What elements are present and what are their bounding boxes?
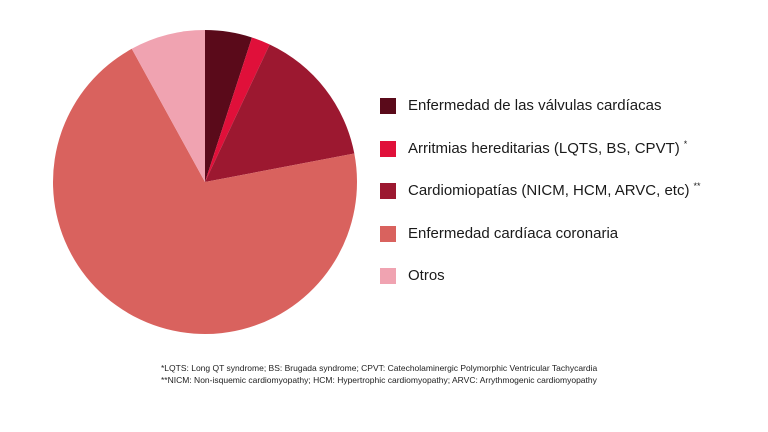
- legend-note: **: [693, 181, 701, 191]
- legend-swatch: [380, 268, 396, 284]
- legend-item-other: Otros: [380, 264, 700, 288]
- pie-slice-cardiomyopathies: [205, 44, 355, 182]
- legend-swatch: [380, 98, 396, 114]
- legend-item-coronary-disease: Enfermedad cardíaca coronaria: [380, 222, 700, 246]
- legend-item-valve-disease: Enfermedad de las válvulas cardíacas: [380, 94, 700, 118]
- legend-swatch: [380, 140, 396, 157]
- legend-label: Arritmias hereditarias (LQTS, BS, CPVT): [408, 139, 680, 157]
- legend-label: Cardiomiopatías (NICM, HCM, ARVC, etc): [408, 182, 690, 199]
- legend-swatch: [380, 183, 396, 199]
- footnote-lqts: *LQTS: Long QT syndrome; BS: Brugada syn…: [161, 363, 598, 373]
- pie-chart: [53, 30, 358, 334]
- legend-label: Enfermedad de las válvulas cardíacas: [408, 97, 662, 114]
- pie-slice-other: [131, 30, 205, 182]
- footnotes: *LQTS: Long QT syndrome; BS: Brugada syn…: [161, 362, 597, 386]
- pie-slice-hereditary-arrhythmias: [205, 37, 270, 182]
- legend-item-hereditary-arrhythmias: Arritmias hereditarias (LQTS, BS, CPVT) …: [380, 137, 700, 161]
- legend-item-cardiomyopathies: Cardiomiopatías (NICM, HCM, ARVC, etc) *…: [380, 179, 700, 203]
- footnote-nicm: **NICM: Non-isquemic cardiomyopathy; HCM…: [161, 375, 597, 385]
- legend-note: *: [683, 138, 688, 149]
- legend: Enfermedad de las válvulas cardíacas Arr…: [380, 94, 700, 307]
- pie-slice-coronary-disease: [53, 48, 358, 334]
- pie-slice-valve-disease: [205, 30, 252, 182]
- legend-swatch: [380, 225, 396, 242]
- legend-label: Enfermedad cardíaca coronaria: [408, 224, 619, 242]
- legend-label: Otros: [408, 267, 445, 284]
